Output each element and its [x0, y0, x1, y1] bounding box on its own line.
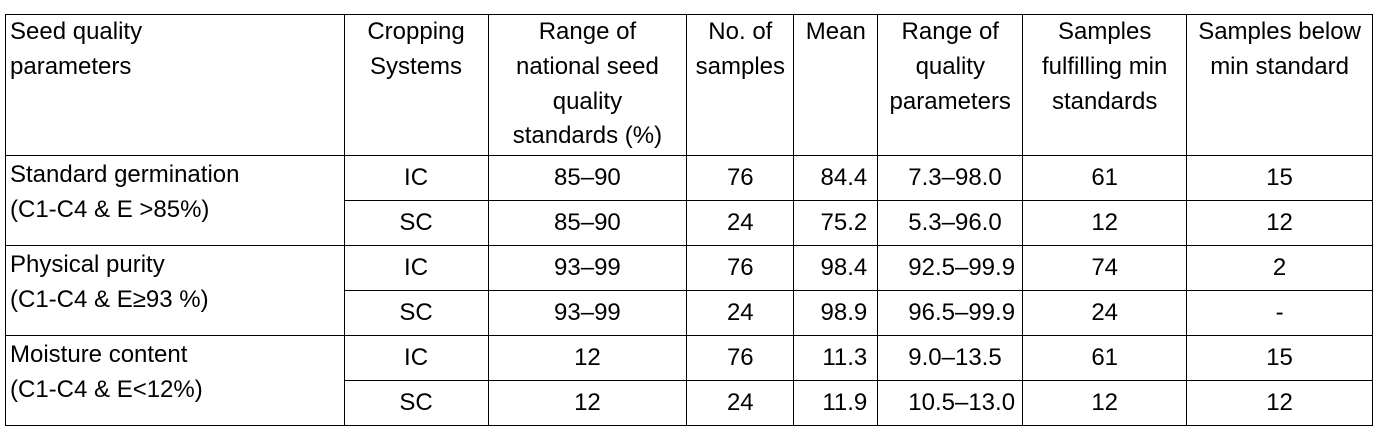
cell-system: SC	[343, 380, 489, 426]
header-samples-below: Samples below min standard	[1186, 14, 1373, 156]
cell-below: 15	[1186, 155, 1373, 201]
cell-national-range: 85–90	[487, 155, 688, 201]
header-mean: Mean	[793, 14, 879, 156]
cell-quality-range: 7.3–98.0	[877, 155, 1024, 201]
table-row: Physical purity (C1-C4 & E≥93 %) IC 93–9…	[5, 245, 1373, 336]
cell-mean: 84.4	[793, 155, 879, 201]
cell-fulfilling: 74	[1022, 245, 1188, 291]
table-row: SC 93–99 24 98.9 96.5–99.9 24 -	[6, 290, 1373, 336]
cell-fulfilling: 61	[1022, 335, 1188, 381]
cell-mean: 98.9	[793, 290, 879, 336]
cell-fulfilling: 12	[1022, 200, 1188, 246]
table-row: SC 12 24 11.9 10.5–13.0 12 12	[6, 380, 1373, 426]
cell-national-range: 85–90	[487, 200, 688, 246]
cell-system: SC	[343, 290, 489, 336]
cell-quality-range: 96.5–99.9	[877, 290, 1024, 336]
cell-quality-range: 9.0–13.5	[877, 335, 1024, 381]
cell-samples: 24	[686, 290, 795, 336]
cell-national-range: 12	[487, 380, 688, 426]
cell-quality-range: 10.5–13.0	[877, 380, 1024, 426]
cell-samples: 76	[686, 335, 795, 381]
cell-below: 2	[1186, 245, 1373, 291]
cell-below: 12	[1186, 380, 1373, 426]
cell-mean: 11.3	[793, 335, 879, 381]
cell-quality-range: 92.5–99.9	[877, 245, 1024, 291]
cell-mean: 11.9	[793, 380, 879, 426]
cell-national-range: 93–99	[487, 290, 688, 336]
cell-system: IC	[343, 155, 489, 201]
cell-system: IC	[343, 335, 489, 381]
cell-mean: 98.4	[793, 245, 879, 291]
seed-quality-table: Seed quality parameters Cropping Systems…	[5, 14, 1373, 426]
cell-below: 15	[1186, 335, 1373, 381]
table-row: Standard germination (C1-C4 & E >85%) IC…	[5, 155, 1373, 246]
cell-quality-range: 5.3–96.0	[877, 200, 1024, 246]
param-cell: Physical purity (C1-C4 & E≥93 %)	[5, 245, 345, 336]
cell-samples: 76	[686, 155, 795, 201]
header-seed-quality-parameters: Seed quality parameters	[5, 14, 345, 156]
cell-national-range: 12	[487, 335, 688, 381]
header-cropping-systems: Cropping Systems	[343, 14, 489, 156]
param-cell: Standard germination (C1-C4 & E >85%)	[5, 155, 345, 246]
header-samples-fulfilling: Samples fulfilling min standards	[1022, 14, 1188, 156]
header-range-quality-parameters: Range of quality parameters	[877, 14, 1024, 156]
header-no-of-samples: No. of samples	[686, 14, 795, 156]
cell-below: 12	[1186, 200, 1373, 246]
table-row: Moisture content (C1-C4 & E<12%) IC 12 7…	[5, 335, 1373, 426]
cell-samples: 24	[686, 200, 795, 246]
cell-fulfilling: 61	[1022, 155, 1188, 201]
cell-samples: 24	[686, 380, 795, 426]
cell-samples: 76	[686, 245, 795, 291]
cell-below: -	[1186, 290, 1373, 336]
cell-mean: 75.2	[793, 200, 879, 246]
cell-system: SC	[343, 200, 489, 246]
cell-system: IC	[343, 245, 489, 291]
param-cell: Moisture content (C1-C4 & E<12%)	[5, 335, 345, 426]
header-row: Seed quality parameters Cropping Systems…	[5, 14, 1373, 156]
header-national-standards: Range of national seed quality standards…	[487, 14, 688, 156]
cell-national-range: 93–99	[487, 245, 688, 291]
cell-fulfilling: 24	[1022, 290, 1188, 336]
cell-fulfilling: 12	[1022, 380, 1188, 426]
